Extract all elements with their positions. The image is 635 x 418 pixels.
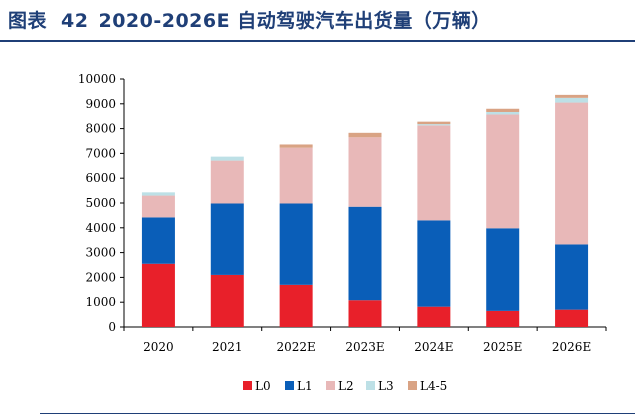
- bar-l1-2026e: [555, 244, 589, 310]
- y-tick-label: 3000: [85, 246, 116, 260]
- bar-l3-2025e: [486, 111, 520, 115]
- legend-label-l4-5: L4-5: [420, 379, 447, 393]
- x-tick-label: 2022E: [276, 340, 315, 354]
- bar-l0-2025e: [486, 310, 520, 327]
- chart-title: 图表 42 2020-2026E 自动驾驶汽车出货量（万辆）: [8, 6, 491, 33]
- x-tick-label: 2025E: [483, 340, 522, 354]
- y-tick-label: 2000: [85, 270, 116, 284]
- bar-l0-2026e: [555, 309, 589, 327]
- bar-l1-2021: [210, 203, 244, 275]
- legend-label-l1: L1: [297, 379, 313, 393]
- legend-label-l0: L0: [255, 379, 271, 393]
- bar-l4-5-2025e: [486, 108, 520, 112]
- bar-l3-2021: [210, 156, 244, 161]
- bar-l4-5-2022e: [279, 144, 313, 148]
- legend-swatch-l2: [326, 381, 335, 390]
- legend-swatch-l0: [243, 381, 252, 390]
- y-tick-label: 9000: [85, 97, 116, 111]
- bar-l2-2021: [210, 160, 244, 204]
- bar-l0-2020: [141, 263, 175, 327]
- bar-l0-2021: [210, 274, 244, 327]
- bar-l1-2025e: [486, 228, 520, 311]
- y-tick-label: 4000: [85, 221, 116, 235]
- x-tick-label: 2026E: [552, 340, 591, 354]
- bar-l1-2022e: [279, 203, 313, 285]
- figure-title: 2020-2026E 自动驾驶汽车出货量（万辆）: [98, 10, 491, 32]
- y-tick-label: 0: [108, 320, 116, 334]
- x-tick-label: 2024E: [414, 340, 453, 354]
- bar-l4-5-2024e: [417, 121, 451, 125]
- bar-l2-2025e: [486, 114, 520, 229]
- legend-label-l3: L3: [378, 379, 394, 393]
- bar-l3-2026e: [555, 97, 589, 103]
- bottom-rule: [40, 413, 635, 414]
- bar-l2-2024e: [417, 125, 451, 221]
- bar-l4-5-2023e: [348, 132, 382, 138]
- y-tick-label: 6000: [85, 171, 116, 185]
- x-tick-label: 2021: [212, 340, 243, 354]
- bar-l1-2020: [141, 217, 175, 264]
- figure-number: 42: [61, 10, 89, 32]
- y-tick-label: 7000: [85, 146, 116, 160]
- figure-label: 图表: [8, 10, 48, 32]
- x-tick-label: 2020: [143, 340, 174, 354]
- y-tick-label: 1000: [85, 295, 116, 309]
- bar-l1-2023e: [348, 206, 382, 301]
- bar-l2-2026e: [555, 102, 589, 245]
- bar-l0-2024e: [417, 306, 451, 327]
- legend-swatch-l3: [366, 381, 375, 390]
- bar-l2-2020: [141, 195, 175, 218]
- y-tick-label: 8000: [85, 122, 116, 136]
- legend-swatch-l4-5: [408, 381, 417, 390]
- bar-l2-2022e: [279, 147, 313, 204]
- title-rule: [0, 40, 635, 42]
- y-tick-label: 5000: [85, 196, 116, 210]
- x-tick-label: 2023E: [345, 340, 384, 354]
- bar-l0-2022e: [279, 284, 313, 327]
- bar-l1-2024e: [417, 220, 451, 307]
- legend-label-l2: L2: [338, 379, 354, 393]
- y-tick-label: 10000: [78, 72, 116, 86]
- bar-l0-2023e: [348, 300, 382, 327]
- bar-l3-2024e: [417, 124, 451, 126]
- legend-swatch-l1: [285, 381, 294, 390]
- bar-l2-2023e: [348, 137, 382, 207]
- bar-l4-5-2026e: [555, 94, 589, 98]
- bar-l3-2020: [141, 192, 175, 196]
